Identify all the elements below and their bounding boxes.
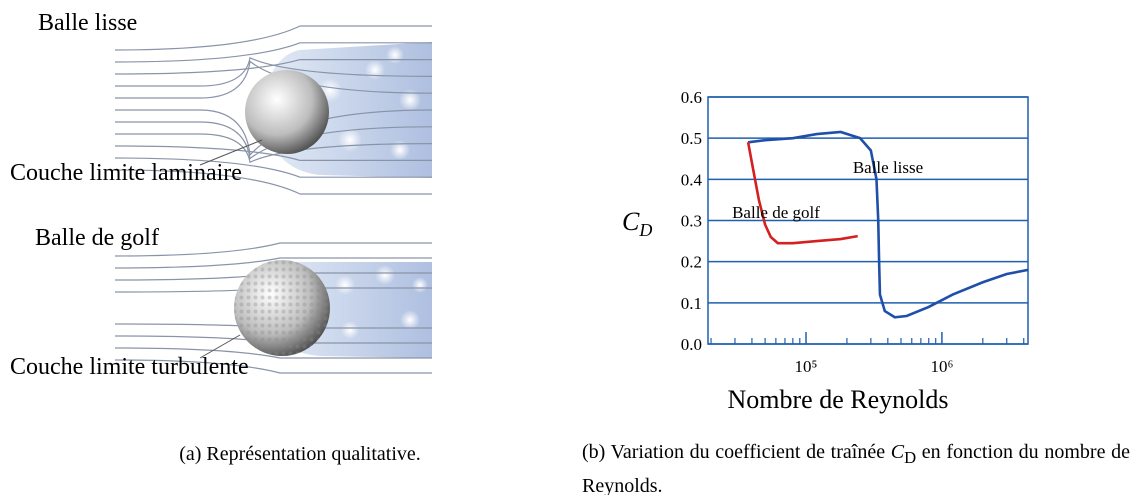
streamline <box>115 109 433 157</box>
y-tick-label: 0.4 <box>681 170 703 189</box>
streamline <box>114 257 432 269</box>
series-label: Balle lisse <box>853 158 923 177</box>
streamline <box>115 60 433 99</box>
line <box>746 142 858 245</box>
y-tick-label: 0.2 <box>681 253 702 272</box>
y-tick-label: 0.6 <box>681 88 702 107</box>
smooth-ball <box>245 70 329 154</box>
streamline <box>114 242 432 257</box>
bubble <box>365 60 385 80</box>
label: Couche limite turbulente <box>10 354 249 380</box>
bubble <box>412 277 428 293</box>
bubble <box>386 46 404 64</box>
y-axis-label: CD <box>622 207 652 240</box>
y-tick-label: 0.1 <box>681 294 702 313</box>
streamline <box>114 145 432 161</box>
streamline <box>114 347 432 359</box>
bubble <box>375 265 395 285</box>
caption: (a) Représentation qualitative. <box>179 443 421 465</box>
bubble <box>399 89 421 111</box>
streamline <box>114 42 432 63</box>
caption: (b) Variation du coefficient de traînée … <box>582 438 1130 495</box>
illustration <box>114 25 433 374</box>
x-axis-label: Nombre de Reynolds <box>728 385 949 414</box>
label: Balle lisse <box>38 10 137 36</box>
streamline <box>114 59 432 75</box>
y-axis-label-sub: D <box>638 220 652 240</box>
y-tick-label: 0.3 <box>681 212 702 231</box>
streamline <box>115 133 433 164</box>
streamline <box>114 359 432 374</box>
series-label: Balle de golf <box>732 203 820 222</box>
streamline <box>115 121 433 160</box>
streamline <box>114 25 432 51</box>
golf-dimples <box>234 260 330 356</box>
caption-symbol: C <box>890 441 905 463</box>
caption-sub: D <box>904 448 917 467</box>
y-tick-label: 0.5 <box>681 129 702 148</box>
bubble <box>341 321 359 339</box>
x-tick-label: 10⁵ <box>795 357 818 376</box>
caption-text: (b) Variation du coefficient de traînée <box>582 441 891 463</box>
bubble <box>390 140 410 160</box>
pointer <box>199 139 263 166</box>
y-axis-label-main: C <box>622 207 640 236</box>
pointer <box>199 334 241 359</box>
line <box>747 130 1029 319</box>
streamline <box>114 157 432 178</box>
label: Couche limite laminaire <box>10 160 242 186</box>
bubble <box>400 310 420 330</box>
caption-text: en fonction du nombre de Reynolds. <box>582 441 1131 495</box>
label: Balle de golf <box>35 225 159 251</box>
x-tick-label: 10⁶ <box>930 357 953 376</box>
streamline <box>114 169 432 195</box>
chart: 0.0 0.1 0.2 0.3 0.4 0.5 0.6 10⁵ 10⁶ Nombre de Rey… <box>622 88 1029 414</box>
y-tick-label: 0.0 <box>681 335 702 354</box>
bubble <box>335 275 355 295</box>
streamline <box>115 56 433 87</box>
